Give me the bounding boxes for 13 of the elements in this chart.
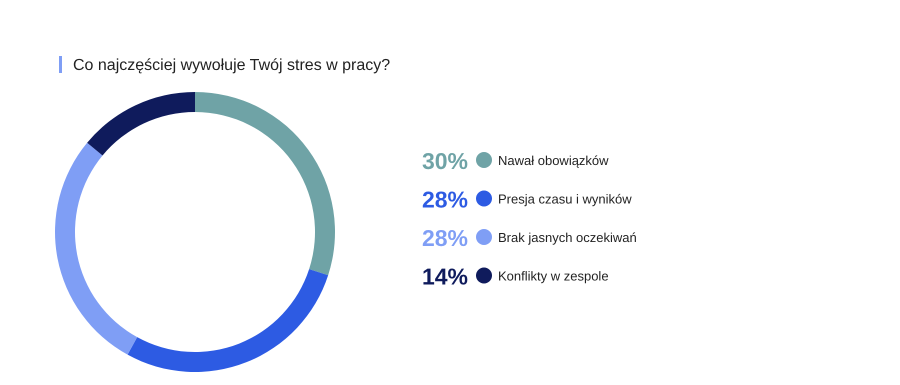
data-label: 14% xyxy=(422,264,468,290)
legend-label: Presja czasu i wyników xyxy=(498,192,632,206)
chart-title: Co najczęściej wywołuje Twój stres w pracy? xyxy=(73,57,390,74)
data-label: 28% xyxy=(422,186,468,212)
donut-slice xyxy=(87,92,195,156)
data-label: 28% xyxy=(422,225,468,251)
legend-label: Brak jasnych oczekiwań xyxy=(498,230,637,245)
donut-slice xyxy=(195,92,335,276)
legend-label: Konflikty w zespole xyxy=(498,268,609,284)
donut-slice xyxy=(55,142,138,355)
legend-label: Nawał obowiązków xyxy=(498,153,610,168)
data-label: 30% xyxy=(422,148,468,174)
donut-slice xyxy=(128,269,328,372)
